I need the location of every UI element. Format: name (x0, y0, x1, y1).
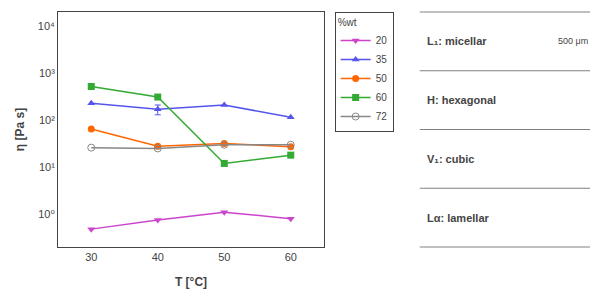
svg-text:H: hexagonal: H: hexagonal (427, 94, 496, 106)
svg-text:Lα: lamellar: Lα: lamellar (427, 212, 490, 224)
svg-text:10²: 10² (39, 114, 55, 126)
svg-text:20: 20 (376, 35, 388, 46)
svg-text:500 μm: 500 μm (558, 36, 588, 46)
svg-text:V₁: cubic: V₁: cubic (427, 153, 474, 165)
svg-text:72: 72 (376, 111, 388, 122)
svg-text:60: 60 (285, 251, 297, 263)
svg-text:L₁: micellar: L₁: micellar (427, 35, 487, 47)
svg-text:η [Pa s]: η [Pa s] (13, 108, 27, 151)
svg-text:10³: 10³ (39, 67, 55, 79)
svg-text:40: 40 (152, 251, 164, 263)
svg-text:%wt: %wt (338, 17, 357, 28)
svg-text:10⁴: 10⁴ (38, 20, 55, 32)
svg-text:50: 50 (218, 251, 230, 263)
svg-text:35: 35 (376, 54, 388, 65)
svg-text:50: 50 (376, 73, 388, 84)
svg-text:10¹: 10¹ (39, 161, 55, 173)
svg-text:30: 30 (85, 251, 97, 263)
svg-text:T [°C]: T [°C] (175, 275, 207, 289)
svg-text:10⁰: 10⁰ (38, 208, 55, 220)
svg-text:60: 60 (376, 92, 388, 103)
